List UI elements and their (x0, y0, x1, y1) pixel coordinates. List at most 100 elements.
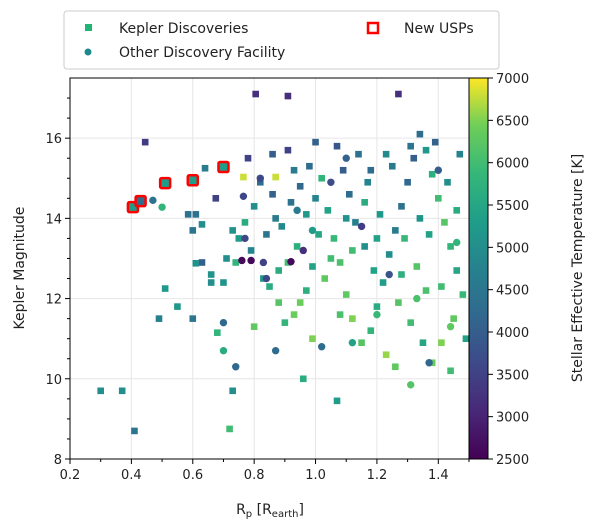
kepler-point (241, 219, 249, 226)
new-usp-point (134, 194, 147, 208)
kepler-point (212, 195, 220, 202)
kepler-point (330, 235, 338, 242)
kepler-point (367, 327, 375, 334)
grid (69, 78, 469, 460)
colorbar-tick-label: 4500 (496, 284, 529, 299)
other-facility-point (158, 203, 166, 211)
kepler-point (223, 255, 230, 262)
kepler-point (388, 162, 396, 170)
kepler-point (161, 285, 169, 292)
kepler-point (318, 174, 325, 182)
kepler-point (198, 221, 206, 228)
kepler-point (306, 162, 313, 170)
kepler-point (333, 397, 341, 405)
kepler-point (118, 387, 126, 395)
legend-label-kepler: Kepler Discoveries (119, 21, 248, 37)
colorbar (468, 77, 489, 460)
kepler-point (296, 182, 304, 190)
kepler-point (252, 90, 259, 98)
other-facility-point (413, 294, 421, 303)
legend-marker-kepler (85, 24, 92, 31)
kepler-point (453, 267, 461, 274)
y-tick-label: 14 (45, 212, 62, 227)
kepler-point (349, 315, 356, 322)
kepler-point (226, 425, 233, 433)
kepler-point (441, 219, 448, 226)
kepler-point (235, 235, 243, 242)
kepler-point (275, 267, 283, 274)
kepler-point (342, 215, 350, 222)
legend: Kepler Discoveries Other Discovery Facil… (63, 10, 500, 70)
kepler-point (422, 287, 430, 294)
other-facility-point (406, 381, 415, 389)
kepler-point (269, 150, 276, 158)
legend-marker-other (84, 48, 92, 56)
kepler-point (284, 146, 292, 154)
kepler-point (358, 339, 365, 346)
kepler-point (336, 311, 344, 318)
kepler-point (97, 387, 104, 395)
new-usp-point (217, 160, 230, 174)
kepler-point (201, 164, 209, 172)
kepler-point (444, 178, 451, 186)
kepler-point (198, 259, 206, 266)
legend-label-other: Other Discovery Facility (119, 45, 285, 61)
kepler-point (431, 138, 439, 146)
colorbar-tick-label: 6500 (496, 114, 529, 129)
other-facility-point (357, 222, 366, 231)
kepler-point (376, 211, 384, 218)
other-facility-point (239, 192, 248, 201)
kepler-point (385, 251, 393, 258)
other-facility-point (348, 338, 357, 347)
legend-label-usp: New USPs (404, 21, 474, 37)
kepler-point (336, 259, 344, 266)
y-tick-label: 8 (54, 453, 62, 468)
kepler-point (438, 283, 445, 290)
kepler-point (422, 146, 430, 154)
kepler-point (373, 303, 381, 310)
other-facility-point (259, 258, 268, 267)
data-points (97, 90, 470, 435)
kepler-point (416, 130, 424, 138)
kepler-point (361, 199, 368, 206)
other-facility-point (232, 363, 240, 371)
kepler-point (407, 319, 414, 326)
other-facility-point (373, 310, 381, 319)
other-facility-point (453, 238, 461, 247)
x-tick-label: 1.2 (367, 468, 388, 483)
kepler-point (315, 231, 322, 238)
kepler-point (346, 191, 353, 198)
kepler-point (232, 259, 240, 266)
kepler-point (364, 178, 372, 186)
kepler-point (410, 154, 418, 162)
new-usp-point (158, 176, 172, 190)
kepler-point (192, 211, 200, 218)
kepler-point (453, 207, 461, 214)
colorbar-tick-label: 6000 (496, 157, 529, 172)
kepler-point (287, 199, 295, 206)
kepler-point (395, 90, 402, 98)
kepler-point (435, 195, 442, 202)
plot-frame (69, 77, 470, 460)
kepler-point (425, 231, 433, 238)
other-facility-point (271, 347, 280, 355)
kepler-point (281, 319, 289, 326)
other-facility-point (287, 257, 295, 266)
y-tick-label: 10 (45, 373, 62, 388)
other-facility-point (317, 343, 326, 351)
kepler-point (296, 299, 304, 306)
kepler-point (456, 150, 464, 158)
other-facility-point (219, 347, 228, 355)
x-axis: 0.2 0.4 0.6 0.8 1.0 1.2 1.4 (60, 459, 470, 483)
kepler-point (229, 227, 236, 234)
other-facility-point (299, 246, 307, 255)
other-facility-point (241, 234, 249, 243)
other-facility-point (247, 256, 255, 265)
kepler-point (450, 315, 457, 322)
kepler-point (189, 315, 197, 322)
kepler-point (290, 166, 298, 174)
kepler-point (303, 211, 310, 218)
kepler-point (240, 173, 247, 181)
